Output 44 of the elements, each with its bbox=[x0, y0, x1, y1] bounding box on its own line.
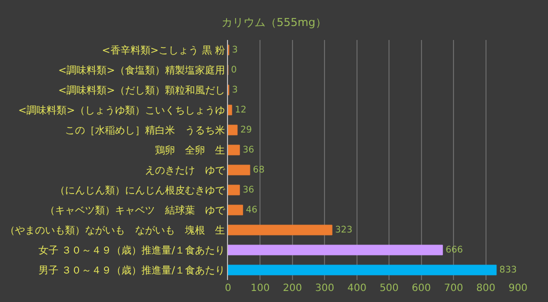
data-label: 46 bbox=[246, 205, 258, 216]
x-tick-label: 600 bbox=[412, 283, 431, 294]
bar bbox=[228, 204, 244, 216]
x-tick-label: 700 bbox=[444, 283, 464, 294]
bar bbox=[228, 224, 332, 236]
x-tick-label: 100 bbox=[250, 283, 270, 294]
y-tick-label: この［水稲めし］精白米 うるち米 bbox=[65, 124, 225, 136]
y-tick-label: 女子 ３０～４９（歳）推進量/１食あたり bbox=[38, 244, 225, 256]
bar bbox=[228, 244, 443, 256]
x-tick-label: 200 bbox=[282, 283, 302, 294]
y-tick-label: <調味料類>（食塩類）精製塩家庭用 bbox=[58, 64, 225, 76]
y-tick-label: 鶏卵 全卵 生 bbox=[155, 144, 225, 156]
bar bbox=[228, 164, 250, 176]
data-label: 666 bbox=[446, 245, 464, 256]
bar bbox=[228, 264, 497, 276]
y-tick-label: <香辛料類>こしょう 黒 粉 bbox=[102, 44, 225, 56]
y-tick-label: <調味料類>（だし類）顆粒和風だし bbox=[58, 84, 225, 96]
y-tick-label: <調味料類>（しょうゆ類）こいくちしょうゆ bbox=[18, 104, 225, 116]
data-label: 36 bbox=[242, 185, 254, 196]
data-label: 3 bbox=[232, 45, 238, 56]
data-label: 323 bbox=[335, 225, 353, 236]
x-tick-label: 0 bbox=[224, 283, 232, 294]
data-label: 0 bbox=[231, 65, 238, 76]
x-tick-label: 900 bbox=[508, 283, 528, 294]
x-tick-label: 400 bbox=[347, 283, 366, 294]
data-label: 36 bbox=[242, 145, 254, 156]
x-tick-label: 300 bbox=[315, 283, 334, 294]
data-label: 833 bbox=[499, 265, 517, 276]
y-tick-label: （やまのいも類）ながいも ながいも 塊根 生 bbox=[5, 224, 225, 236]
data-label: 12 bbox=[234, 105, 246, 116]
bar bbox=[228, 144, 240, 156]
x-tick-label: 500 bbox=[380, 283, 399, 294]
y-tick-label: えのきたけ ゆで bbox=[145, 166, 226, 176]
y-tick-label: （キャベツ類）キャベツ 結球葉 ゆで bbox=[45, 204, 226, 216]
x-tick-label: 800 bbox=[476, 283, 496, 294]
bar bbox=[228, 104, 232, 116]
bar bbox=[228, 184, 240, 196]
bar bbox=[228, 124, 238, 136]
y-tick-label: 男子 ３０～４９（歳）推進量/１食あたり bbox=[38, 264, 225, 276]
data-label: 68 bbox=[252, 165, 265, 176]
y-tick-label: （にんじん類）にんじん根皮むきゆで bbox=[55, 184, 226, 196]
data-label: 3 bbox=[232, 85, 238, 96]
chart-title: カリウム（555mg） bbox=[222, 16, 326, 29]
data-label: 29 bbox=[240, 125, 252, 136]
